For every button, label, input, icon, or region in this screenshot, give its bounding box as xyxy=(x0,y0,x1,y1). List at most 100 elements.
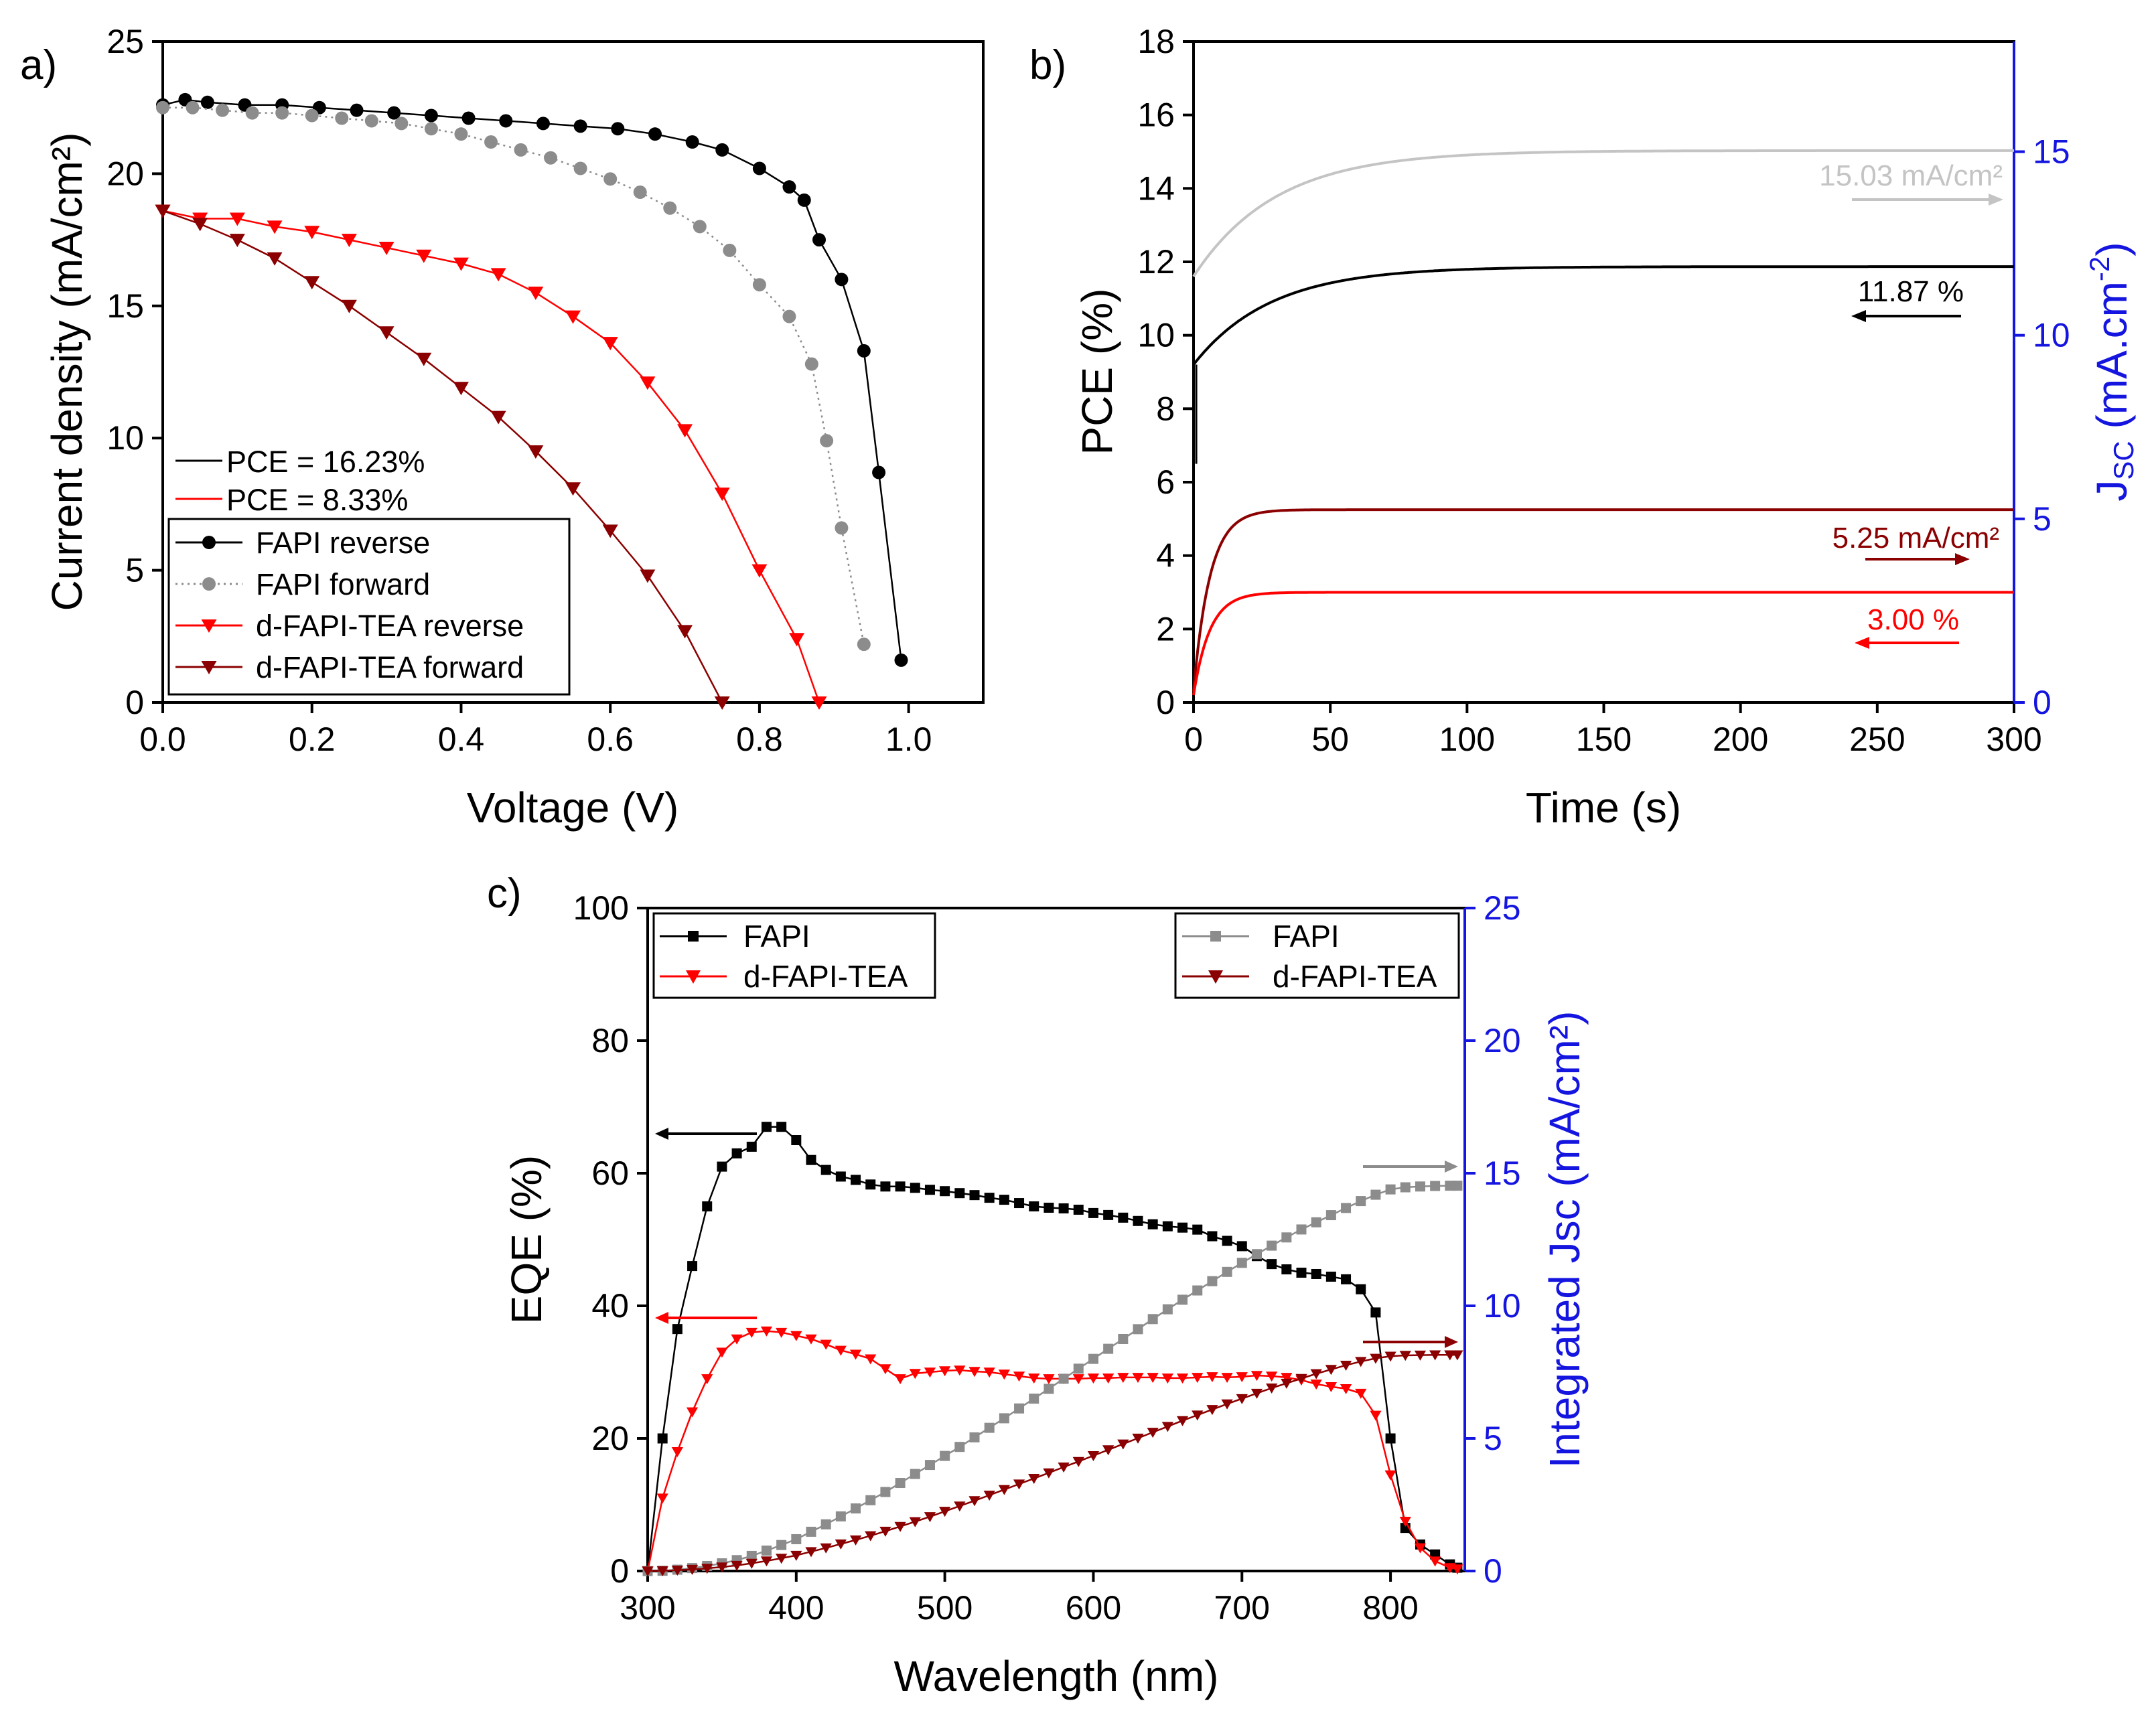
panel-c-point xyxy=(1147,1373,1159,1384)
panel-c-point xyxy=(1452,1181,1463,1191)
panel-c-point xyxy=(940,1450,950,1461)
panel-c-right-y-tick-label: 5 xyxy=(1484,1420,1502,1457)
panel-a-point xyxy=(611,122,625,136)
panel-b-right-axis-label-j: J xyxy=(2088,480,2136,502)
panel-c-point xyxy=(879,1526,891,1537)
panel-c-point xyxy=(761,1122,772,1132)
panel-c-point xyxy=(999,1413,1009,1424)
panel-c-point xyxy=(1133,1324,1143,1335)
panel-c-point xyxy=(656,1566,668,1576)
panel-c-point xyxy=(1310,1369,1322,1379)
panel-c-point xyxy=(701,1374,713,1385)
panel-a: a) 0.0 0.2 0.4 0.6 0.8 1.0 0 5 10 15 20 25 Voltage… xyxy=(20,23,985,832)
panel-c-point xyxy=(1222,1266,1232,1277)
panel-c-point xyxy=(1044,1384,1054,1394)
panel-c-point xyxy=(1029,1394,1039,1404)
panel-c-point xyxy=(731,1148,742,1159)
panel-c-point xyxy=(1310,1379,1322,1390)
panel-c-right-y-tick-label: 25 xyxy=(1484,889,1521,927)
panel-c-point xyxy=(1028,1373,1040,1384)
panel-b-y-tick-label: 0 xyxy=(1156,684,1175,721)
panel-a-point xyxy=(378,326,394,340)
panel-a-y-tick-label: 15 xyxy=(106,287,144,325)
panel-c-point xyxy=(1014,1198,1025,1209)
panel-a-point xyxy=(693,220,707,234)
panel-c-point xyxy=(1281,1264,1292,1275)
panel-c-point xyxy=(1385,1433,1396,1444)
panel-a-point xyxy=(416,352,432,366)
panel-a-point xyxy=(461,111,476,125)
panel-c-point xyxy=(999,1195,1009,1205)
panel-c-point xyxy=(909,1517,921,1527)
panel-c-point xyxy=(1117,1439,1129,1450)
panel-c-point xyxy=(731,1560,743,1571)
panel-a-point xyxy=(186,100,200,115)
panel-c-point xyxy=(835,1511,846,1521)
panel-c-point xyxy=(849,1535,862,1546)
panel-c-point xyxy=(671,1566,683,1576)
panel-c-point xyxy=(1267,1240,1277,1251)
panel-c-legend-right-box xyxy=(1174,912,1460,999)
panel-c-legend-left: FAPI d-FAPI-TEA xyxy=(652,912,936,999)
panel-c-point xyxy=(1370,1353,1382,1364)
panel-a-point xyxy=(633,185,647,200)
panel-c-label: c) xyxy=(487,871,522,917)
panel-c-point xyxy=(820,1165,831,1175)
panel-c-point xyxy=(717,1161,727,1172)
panel-c-series-line-1 xyxy=(646,1126,1458,1572)
pce-legend-text-1: PCE = 16.23% xyxy=(226,445,425,479)
panel-a-point xyxy=(245,106,259,120)
panel-c-point xyxy=(879,1364,891,1375)
panel-c-right-axis-label: Integrated Jsc (mA/cm²) xyxy=(1540,1011,1589,1469)
panel-a-legend-text-4: d-FAPI-TEA forward xyxy=(256,650,524,684)
panel-a-point xyxy=(528,287,544,301)
panel-c-point xyxy=(1147,1314,1158,1325)
panel-c-point xyxy=(969,1432,980,1442)
panel-c-point xyxy=(865,1179,876,1190)
panel-b-y-tick-label: 12 xyxy=(1137,243,1175,281)
panel-a-point xyxy=(602,524,618,538)
panel-c-point xyxy=(1414,1350,1427,1361)
panel-c-point xyxy=(1206,1405,1218,1416)
panel-a-point xyxy=(894,653,908,667)
panel-c-point xyxy=(940,1186,950,1197)
panel-b-x-tick-label: 0 xyxy=(1184,721,1203,758)
panel-a-point xyxy=(752,278,766,292)
panel-a-y-tick-label: 0 xyxy=(125,684,144,721)
panel-c-y-tick-label: 60 xyxy=(591,1154,629,1192)
panel-c-point xyxy=(1088,1207,1098,1218)
panel-c-legend-left-box xyxy=(652,912,936,999)
panel-a-point xyxy=(714,488,730,502)
panel-c-point xyxy=(1355,1357,1367,1367)
panel-c-point xyxy=(1341,1203,1352,1213)
panel-c-point xyxy=(1147,1219,1158,1229)
arrow-tea-eqe-head xyxy=(655,1312,668,1324)
panel-c-x-tick-label: 400 xyxy=(768,1589,824,1627)
panel-a-point xyxy=(677,424,693,438)
panel-c-point xyxy=(716,1347,728,1358)
panel-a-legend-marker-2 xyxy=(202,577,216,591)
panel-c-right-y-tick-label: 20 xyxy=(1484,1022,1521,1059)
panel-c-point xyxy=(656,1493,668,1504)
panel-c-point xyxy=(1073,1363,1084,1374)
panel-c-point xyxy=(1370,1307,1381,1318)
panel-b-right-axis-label-end: ) xyxy=(2088,242,2136,256)
panel-a-point xyxy=(602,337,618,351)
panel-c-point xyxy=(1177,1294,1188,1305)
panel-c-x-tick-label: 500 xyxy=(917,1589,973,1627)
panel-c-point xyxy=(1087,1373,1100,1384)
panel-c-y-tick-label: 100 xyxy=(573,889,629,927)
panel-a-point xyxy=(835,273,849,287)
panel-a-point xyxy=(156,100,169,115)
panel-a-point xyxy=(378,241,394,255)
panel-c-point xyxy=(1161,1422,1173,1432)
panel-a-x-tick-label: 0.2 xyxy=(289,721,336,758)
panel-a-y-tick-label: 20 xyxy=(106,155,144,192)
panel-c-point xyxy=(983,1490,995,1501)
panel-c-point xyxy=(910,1469,920,1479)
panel-c-point xyxy=(894,1374,906,1385)
panel-c-point xyxy=(761,1546,772,1556)
panel-a-point xyxy=(216,103,230,117)
panel-b-x-axis-label: Time (s) xyxy=(1526,783,1681,832)
panel-c-point xyxy=(865,1495,876,1505)
